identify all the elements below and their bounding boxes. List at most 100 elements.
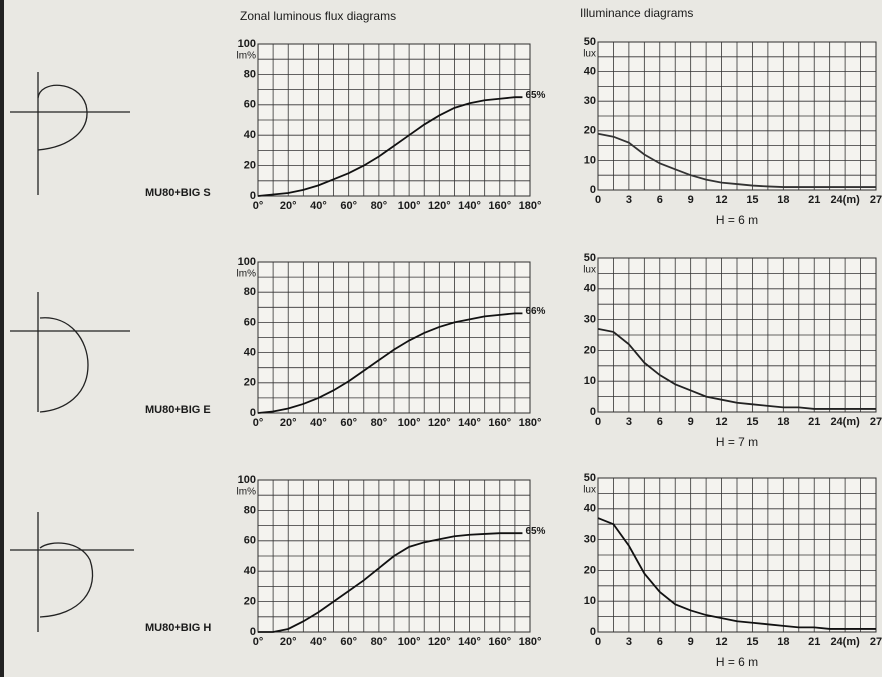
- x-tick-label: 9: [688, 416, 694, 428]
- x-tick-label: 9: [688, 194, 694, 206]
- y-tick-label: 20: [244, 596, 256, 608]
- data-line: [597, 327, 876, 410]
- x-tick-label: 15: [746, 416, 758, 428]
- y-tick-label: 60: [244, 535, 256, 547]
- y-axis-unit: lux: [583, 49, 596, 60]
- x-tick-label: 120°: [428, 200, 451, 212]
- y-tick-label: 50: [584, 252, 596, 264]
- x-tick-label: 0: [595, 636, 601, 648]
- value-label: 65%: [525, 90, 545, 101]
- y-axis-unit: lux: [583, 265, 596, 276]
- x-tick-label: 9: [688, 636, 694, 648]
- y-tick-label: 40: [584, 503, 596, 515]
- y-tick-label: 40: [244, 565, 256, 577]
- x-tick-label: 3: [626, 194, 632, 206]
- x-tick-label: 180°: [519, 200, 542, 212]
- y-tick-label: 0: [250, 626, 256, 638]
- y-tick-label: 50: [584, 36, 596, 48]
- x-tick-label: 40°: [310, 636, 327, 648]
- x-tick-label: 12: [715, 416, 727, 428]
- y-tick-label: 60: [244, 99, 256, 111]
- data-line: [597, 132, 876, 188]
- y-tick-label: 20: [244, 377, 256, 389]
- x-tick-label: 18: [777, 194, 789, 206]
- data-line: [258, 532, 523, 633]
- edge: [0, 0, 4, 677]
- x-tick-label: 12: [715, 194, 727, 206]
- y-tick-label: 0: [590, 406, 596, 418]
- y-axis-unit: lm%: [237, 487, 257, 498]
- y-tick-label: 10: [584, 154, 596, 166]
- y-tick-label: 0: [250, 190, 256, 202]
- value-label: 66%: [525, 306, 545, 317]
- x-tick-label: 100°: [398, 636, 421, 648]
- x-tick-label: 27: [870, 194, 882, 206]
- x-tick-label: 80°: [371, 636, 388, 648]
- y-axis-unit: lm%: [237, 51, 257, 62]
- caption: H = 7 m: [716, 435, 758, 449]
- y-tick-label: 20: [244, 160, 256, 172]
- x-tick-label: 20°: [280, 636, 297, 648]
- x-tick-label: 15: [746, 194, 758, 206]
- x-tick-label: 100°: [398, 417, 421, 429]
- x-tick-label: 60°: [340, 417, 357, 429]
- row-label: MU80+BIG S: [145, 187, 211, 199]
- x-tick-label: 6: [657, 194, 663, 206]
- x-tick-label: 20°: [280, 200, 297, 212]
- data-line: [597, 517, 876, 630]
- x-tick-label: 140°: [458, 200, 481, 212]
- x-tick-label: 180°: [519, 417, 542, 429]
- x-tick-label: 140°: [458, 636, 481, 648]
- y-tick-label: 40: [584, 283, 596, 295]
- y-tick-label: 100: [238, 256, 256, 268]
- y-tick-label: 50: [584, 472, 596, 484]
- y-tick-label: 10: [584, 595, 596, 607]
- x-tick-label: 160°: [488, 417, 511, 429]
- light-icons: [10, 72, 134, 632]
- x-tick-label: 0°: [253, 417, 264, 429]
- y-tick-label: 100: [238, 38, 256, 50]
- x-tick-label: 21: [808, 636, 820, 648]
- x-tick-label: 140°: [458, 417, 481, 429]
- x-tick-label: 60°: [340, 200, 357, 212]
- y-tick-label: 40: [244, 129, 256, 141]
- y-tick-label: 20: [584, 344, 596, 356]
- y-tick-label: 0: [250, 407, 256, 419]
- row-label: MU80+BIG H: [145, 622, 211, 634]
- x-tick-label: 3: [626, 636, 632, 648]
- x-tick-label: 100°: [398, 200, 421, 212]
- x-tick-label: 6: [657, 636, 663, 648]
- caption: H = 6 m: [716, 213, 758, 227]
- x-tick-label: 6: [657, 416, 663, 428]
- x-tick-label: 40°: [310, 200, 327, 212]
- x-tick-label: 21: [808, 416, 820, 428]
- y-tick-label: 80: [244, 504, 256, 516]
- x-tick-label: 24(m): [830, 194, 860, 206]
- y-tick-label: 10: [584, 375, 596, 387]
- y-tick-label: 40: [584, 66, 596, 78]
- x-tick-label: 3: [626, 416, 632, 428]
- value-label: 65%: [525, 526, 545, 537]
- x-tick-label: 80°: [371, 417, 388, 429]
- data-line: [257, 96, 523, 197]
- section-heading: Illuminance diagrams: [580, 6, 693, 20]
- x-tick-label: 180°: [519, 636, 542, 648]
- y-tick-label: 20: [584, 125, 596, 137]
- y-tick-label: 30: [584, 95, 596, 107]
- row-label: MU80+BIG E: [145, 404, 211, 416]
- y-tick-label: 0: [590, 626, 596, 638]
- x-tick-label: 160°: [488, 636, 511, 648]
- x-tick-label: 40°: [310, 417, 327, 429]
- x-tick-label: 27: [870, 636, 882, 648]
- data-line: [257, 312, 523, 414]
- y-tick-label: 20: [584, 564, 596, 576]
- y-tick-label: 60: [244, 316, 256, 328]
- x-tick-label: 80°: [371, 200, 388, 212]
- x-tick-label: 27: [870, 416, 882, 428]
- x-tick-label: 120°: [428, 636, 451, 648]
- section-heading: Zonal luminous flux diagrams: [240, 9, 396, 23]
- y-axis-unit: lux: [583, 485, 596, 496]
- x-tick-label: 12: [715, 636, 727, 648]
- x-tick-label: 20°: [280, 417, 297, 429]
